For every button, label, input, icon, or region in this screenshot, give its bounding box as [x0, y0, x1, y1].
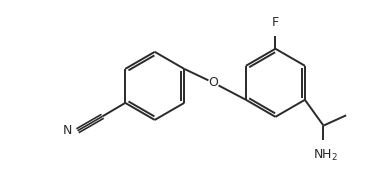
Text: N: N — [63, 124, 73, 137]
Text: NH$_2$: NH$_2$ — [313, 148, 338, 163]
Text: O: O — [209, 76, 218, 89]
Text: F: F — [272, 16, 279, 29]
